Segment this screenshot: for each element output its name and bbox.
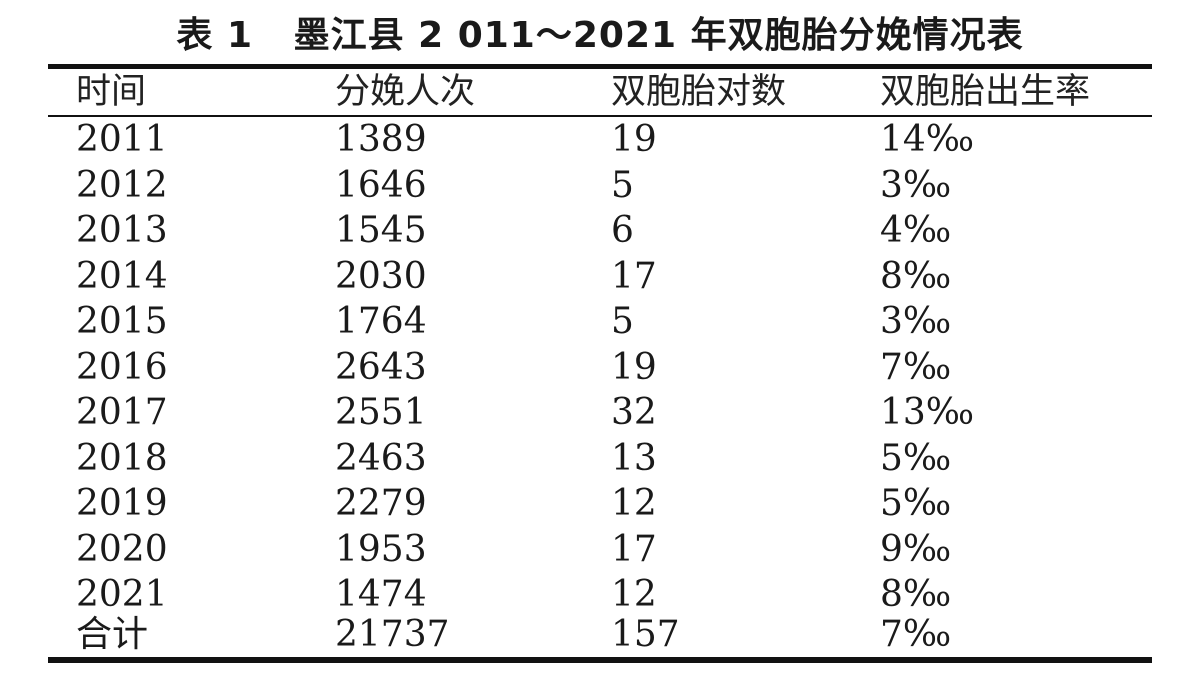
year-cell: 2015	[76, 301, 168, 342]
year-cell: 2012	[76, 164, 168, 206]
year-cell: 2020	[76, 528, 168, 570]
deliveries-cell: 2279	[335, 483, 427, 524]
header-time: 时间	[76, 72, 147, 112]
twin-rate-cell: 14‰	[880, 119, 975, 160]
header-twin-birth-rate: 双胞胎出生率	[880, 72, 1091, 112]
table-row: 2016 2643 19 7‰	[48, 345, 1152, 391]
twin-pairs-cell: 19	[611, 346, 657, 388]
twin-rate-cell: 7‰	[880, 346, 952, 388]
twin-pairs-cell: 13	[611, 437, 657, 479]
header-twin-pairs: 双胞胎对数	[611, 72, 787, 112]
bottom-rule	[48, 657, 1152, 663]
twin-rate-cell: 8‰	[880, 255, 952, 297]
twin-pairs-cell: 17	[611, 255, 657, 297]
twin-pairs-cell: 6	[611, 210, 634, 251]
year-cell: 2014	[76, 255, 168, 297]
twin-pairs-cell: 5	[611, 301, 634, 342]
twin-pairs-cell: 19	[611, 119, 657, 160]
table-row: 2019 2279 12 5‰	[48, 481, 1152, 527]
twin-rate-cell: 13‰	[880, 392, 975, 433]
table-row: 2015 1764 5 3‰	[48, 299, 1152, 345]
twin-rate-cell: 3‰	[880, 301, 952, 342]
total-twin-pairs-cell: 157	[611, 614, 680, 655]
table-row: 2012 1646 5 3‰	[48, 163, 1152, 209]
year-cell: 2011	[76, 119, 168, 160]
deliveries-cell: 1545	[335, 210, 427, 251]
deliveries-cell: 2551	[335, 392, 427, 433]
total-label-cell: 合计	[76, 614, 149, 655]
deliveries-cell: 2463	[335, 437, 427, 479]
table-row: 2018 2463 13 5‰	[48, 436, 1152, 482]
twin-pairs-cell: 12	[611, 483, 657, 524]
table-title: 表 1 墨江县 2 011～2021 年双胞胎分娩情况表	[176, 15, 1024, 56]
twin-rate-cell: 5‰	[880, 483, 952, 524]
table-row: 2013 1545 6 4‰	[48, 208, 1152, 254]
deliveries-cell: 2643	[335, 346, 427, 388]
twin-rate-cell: 8‰	[880, 574, 952, 615]
deliveries-cell: 1389	[335, 119, 427, 160]
twin-rate-cell: 5‰	[880, 437, 952, 479]
year-cell: 2018	[76, 437, 168, 479]
deliveries-cell: 1646	[335, 164, 427, 206]
year-cell: 2013	[76, 210, 168, 251]
header-deliveries: 分娩人次	[335, 72, 476, 112]
deliveries-cell: 2030	[335, 255, 427, 297]
twin-rate-cell: 3‰	[880, 164, 952, 206]
twin-pairs-cell: 17	[611, 528, 657, 570]
twin-pairs-cell: 12	[611, 574, 657, 615]
table-row: 2021 1474 12 8‰	[48, 572, 1152, 618]
table-row: 2020 1953 17 9‰	[48, 527, 1152, 573]
header-rule	[48, 115, 1152, 117]
year-cell: 2021	[76, 574, 168, 615]
twin-rate-cell: 9‰	[880, 528, 952, 570]
twin-pairs-cell: 5	[611, 164, 634, 206]
twin-rate-cell: 4‰	[880, 210, 952, 251]
total-twin-rate-cell: 7‰	[880, 614, 952, 655]
table-total-row: 合计 21737 157 7‰	[48, 612, 1152, 658]
deliveries-cell: 1474	[335, 574, 427, 615]
table-row: 2014 2030 17 8‰	[48, 254, 1152, 300]
deliveries-cell: 1953	[335, 528, 427, 570]
table-row: 2017 2551 32 13‰	[48, 390, 1152, 436]
top-rule	[48, 64, 1152, 69]
year-cell: 2017	[76, 392, 168, 433]
deliveries-cell: 1764	[335, 301, 427, 342]
twin-pairs-cell: 32	[611, 392, 657, 433]
table-row: 2011 1389 19 14‰	[48, 117, 1152, 163]
total-deliveries-cell: 21737	[335, 614, 450, 655]
year-cell: 2016	[76, 346, 168, 388]
year-cell: 2019	[76, 483, 168, 524]
table-header-row: 时间 分娩人次 双胞胎对数 双胞胎出生率	[48, 69, 1152, 115]
